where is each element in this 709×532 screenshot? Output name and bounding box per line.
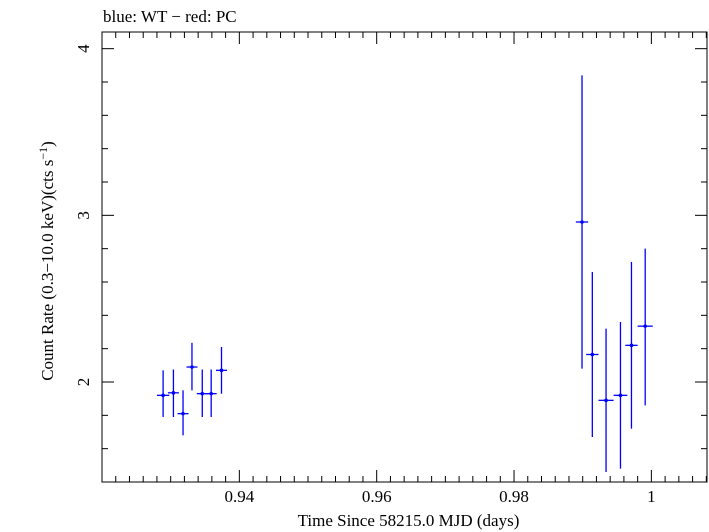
data-marker bbox=[200, 391, 205, 396]
data-point bbox=[205, 369, 217, 417]
data-point bbox=[598, 328, 614, 472]
data-point bbox=[177, 390, 189, 436]
y-axis-label-sup: −1 bbox=[36, 147, 50, 160]
data-marker bbox=[161, 393, 165, 398]
axis-tick-labels: 0.94 0.96 0.98 1 2 3 4 bbox=[74, 44, 656, 506]
data-point bbox=[613, 322, 628, 469]
axis-ticks bbox=[102, 32, 707, 483]
data-marker bbox=[629, 343, 634, 348]
data-marker bbox=[604, 398, 608, 403]
plot-frame bbox=[101, 31, 708, 483]
data-point bbox=[186, 342, 198, 391]
data-points bbox=[156, 75, 653, 472]
data-marker bbox=[580, 220, 584, 224]
y-axis-label: Count Rate (0.3−10.0 keV)(cts s−1) bbox=[36, 141, 57, 381]
data-point bbox=[167, 369, 179, 417]
chart-title: blue: WT − red: PC bbox=[103, 7, 237, 26]
y-tick-label: 2 bbox=[74, 378, 93, 387]
x-tick-label: 1 bbox=[647, 487, 656, 506]
y-tick-label: 4 bbox=[74, 44, 93, 53]
x-tick-label: 0.96 bbox=[362, 487, 392, 506]
data-marker bbox=[643, 324, 647, 328]
x-tick-label: 0.94 bbox=[224, 487, 254, 506]
y-axis-label-main: Count Rate (0.3−10.0 keV)(cts s bbox=[38, 160, 57, 381]
data-marker bbox=[171, 391, 176, 395]
data-marker bbox=[209, 391, 213, 396]
data-marker bbox=[181, 411, 185, 416]
data-marker bbox=[190, 365, 194, 369]
data-marker bbox=[618, 393, 623, 398]
x-tick-label: 0.98 bbox=[499, 487, 529, 506]
data-point bbox=[637, 248, 653, 406]
data-point bbox=[215, 347, 227, 394]
y-axis-label-close: ) bbox=[38, 141, 57, 147]
data-point bbox=[586, 272, 599, 437]
data-point bbox=[575, 75, 589, 369]
x-axis-label: Time Since 58215.0 MJD (days) bbox=[298, 511, 520, 530]
data-point bbox=[625, 262, 638, 429]
data-marker bbox=[219, 368, 224, 373]
y-tick-label: 3 bbox=[74, 211, 93, 220]
data-point bbox=[156, 370, 170, 417]
data-marker bbox=[590, 352, 595, 357]
